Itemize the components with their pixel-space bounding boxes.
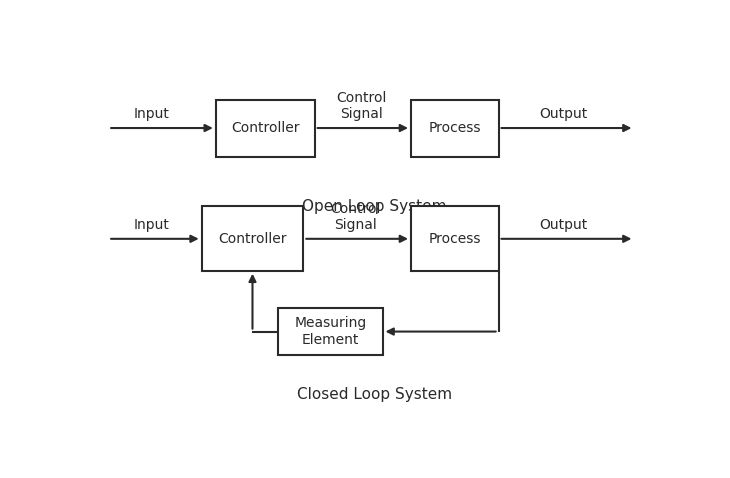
Text: Output: Output <box>539 218 588 232</box>
Text: Open Loop System: Open Loop System <box>302 199 446 214</box>
Text: Input: Input <box>134 108 169 121</box>
Text: Process: Process <box>429 232 481 246</box>
Text: Control
Signal: Control Signal <box>330 202 380 232</box>
Text: Measuring
Element: Measuring Element <box>294 316 366 347</box>
Text: Closed Loop System: Closed Loop System <box>296 387 452 402</box>
Text: Input: Input <box>134 218 169 232</box>
Text: Controller: Controller <box>218 232 287 246</box>
Text: Control
Signal: Control Signal <box>336 91 386 121</box>
Text: Process: Process <box>429 121 481 135</box>
Text: Controller: Controller <box>231 121 299 135</box>
Bar <box>201 206 304 271</box>
Bar <box>411 100 499 157</box>
Text: Output: Output <box>539 108 588 121</box>
Bar <box>216 100 315 157</box>
Bar <box>411 206 499 271</box>
Bar <box>278 308 383 356</box>
